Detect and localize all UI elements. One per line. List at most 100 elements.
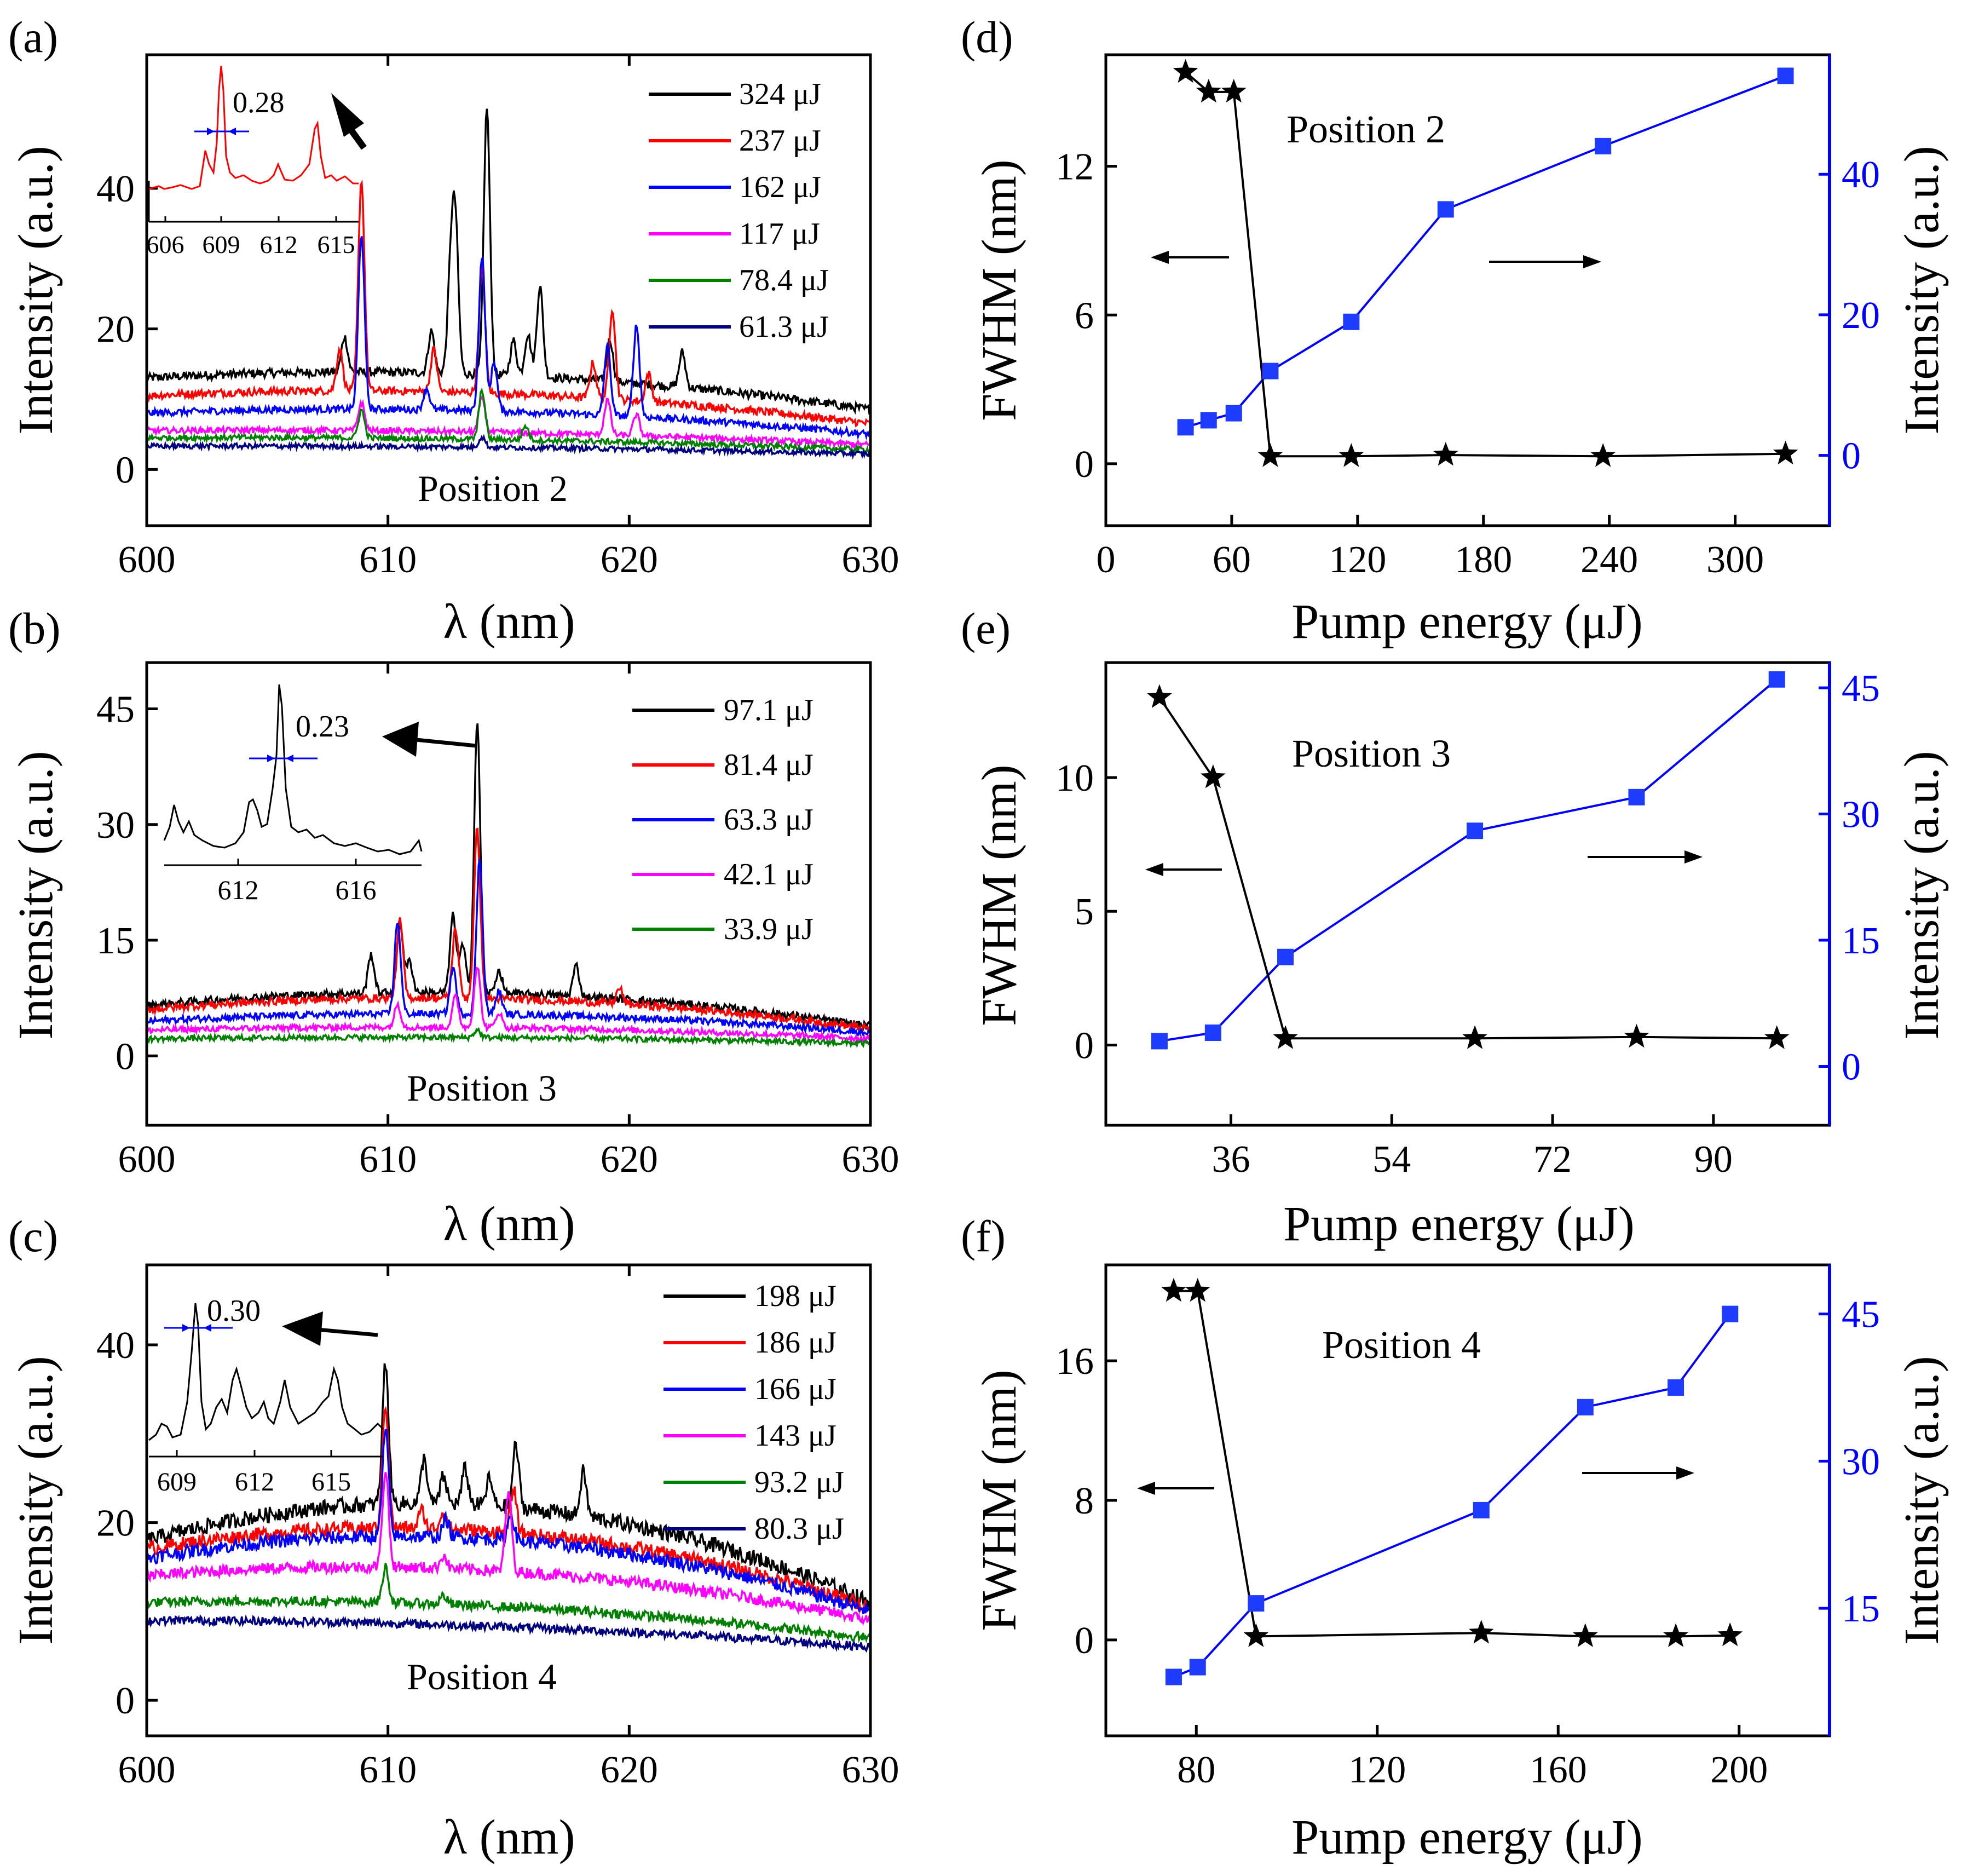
legend-b: 97.1 μJ 81.4 μJ 63.3 μJ 42.1 μJ 33.9 μJ	[632, 693, 814, 946]
inset-b-tick-label: 616	[336, 874, 377, 905]
panel-label-a: (a)	[8, 12, 58, 62]
spectrum-c-2	[146, 1429, 872, 1614]
panel-e: (e) 36 54 72 90 0 5 10 0 15 30 45 Position 3 Pump …	[961, 603, 1949, 1251]
fwhm-point-f	[1185, 1277, 1210, 1302]
panel-label-b: (b)	[8, 603, 61, 653]
x-tick-label-e: 54	[1372, 1138, 1411, 1181]
position-label-d: Position 2	[1287, 107, 1445, 151]
spectrum-c-0	[146, 1363, 872, 1610]
fwhm-point-e	[1462, 1025, 1487, 1049]
panel-e-axes: 36 54 72 90 0 5 10 0 15 30 45	[1055, 667, 1880, 1181]
fwhm-arrow-c-left	[182, 1324, 190, 1332]
y-tick-label-right-f: 30	[1842, 1441, 1880, 1483]
spectrum-b-4	[146, 1027, 872, 1049]
x-tick-label-d: 180	[1455, 539, 1512, 581]
inset-pointer-arrowhead-b	[382, 722, 419, 757]
inset-pointer-arrow-c	[317, 1327, 378, 1337]
x-tick-label-e: 36	[1212, 1138, 1250, 1181]
x-tick-label-e: 72	[1533, 1138, 1572, 1181]
x-tick-label-a: 630	[842, 539, 899, 581]
x-tick-label-c: 610	[359, 1749, 417, 1791]
position-label-c: Position 4	[407, 1656, 557, 1697]
spectrum-a-4	[146, 387, 872, 454]
x-axis-label-f: Pump energy (μJ)	[1291, 1810, 1643, 1865]
intensity-point-e	[1151, 1033, 1168, 1050]
legend-label-c-1: 186 μJ	[754, 1326, 836, 1360]
panel-a-series	[146, 108, 872, 460]
intensity-point-d	[1437, 201, 1454, 218]
legend-label-b-2: 63.3 μJ	[724, 803, 814, 837]
inset-b-spectrum	[163, 684, 423, 855]
legend-label-a-3: 117 μJ	[739, 217, 820, 251]
spectrum-c-1	[146, 1406, 871, 1614]
inset-c: 609 612 615 0.30	[148, 1294, 384, 1497]
inset-a-spectrum	[148, 65, 359, 190]
x-tick-label-c: 600	[118, 1749, 176, 1791]
inset-pointer-arrowhead-c	[282, 1311, 323, 1346]
fwhm-point-d	[1196, 78, 1221, 103]
x-tick-label-c: 620	[601, 1749, 658, 1791]
fwhm-arrow-c-right	[204, 1324, 211, 1332]
inset-a-tick-label: 606	[147, 231, 184, 258]
panel-c-axes: 600 610 620 630 0 20 40	[96, 1265, 899, 1791]
x-tick-label-d: 240	[1580, 539, 1638, 581]
axis-arrow-left-f	[1137, 1482, 1214, 1495]
y-axis-label-b: Intensity (a.u.)	[9, 751, 63, 1039]
axis-arrow-left-e	[1145, 863, 1222, 876]
inset-c-spectrum	[148, 1303, 384, 1441]
intensity-point-d	[1177, 419, 1194, 436]
y-tick-label-b: 15	[96, 920, 135, 962]
x-axis-label-a: λ (nm)	[443, 595, 575, 649]
y-tick-label-a: 0	[116, 449, 135, 491]
spectrum-c-5	[146, 1614, 872, 1653]
y-tick-label-right-e: 15	[1842, 920, 1880, 962]
y-tick-label-c: 0	[116, 1680, 135, 1722]
legend-label-c-2: 166 μJ	[754, 1372, 836, 1406]
fwhm-point-f	[1573, 1623, 1598, 1647]
panel-f: (f) 80 120 160 200 0 8 16 15 30 45 Position 4 Pum…	[961, 1211, 1949, 1865]
fwhm-point-e	[1201, 764, 1226, 789]
panel-label-c: (c)	[8, 1211, 58, 1261]
y-tick-label-left-f: 0	[1075, 1620, 1094, 1662]
intensity-point-e	[1467, 822, 1484, 839]
fwhm-arrow-b-left	[267, 755, 275, 762]
spectrum-b-3	[146, 966, 872, 1044]
fwhm-point-e	[1273, 1025, 1298, 1049]
panel-b: (b) 600 610 620 630 0 15 30 45 Position 3 λ (nm…	[8, 603, 899, 1251]
y-tick-label-right-d: 20	[1842, 295, 1880, 337]
fwhm-point-f	[1161, 1277, 1186, 1302]
y-axis-label-a: Intensity (a.u.)	[9, 146, 63, 434]
fwhm-arrow-a-right	[228, 128, 236, 135]
fwhm-point-e	[1624, 1023, 1649, 1048]
plot-frame-a	[145, 53, 872, 527]
panel-e-marks	[1147, 671, 1790, 1050]
y-tick-label-left-f: 8	[1075, 1480, 1094, 1522]
fwhm-point-f	[1243, 1623, 1269, 1647]
legend-label-b-1: 81.4 μJ	[724, 748, 814, 782]
y-axis-label-c: Intensity (a.u.)	[9, 1356, 63, 1644]
position-label-b: Position 3	[407, 1067, 557, 1109]
x-tick-label-d: 0	[1097, 539, 1116, 581]
x-tick-label-b: 610	[359, 1138, 417, 1181]
fwhm-point-d	[1173, 59, 1198, 83]
panel-c-series	[146, 1363, 872, 1653]
y-tick-label-left-d: 12	[1055, 146, 1094, 188]
inset-pointer-arrowhead-a	[331, 93, 364, 137]
y-axis-label-left-d: FWHM (nm)	[972, 159, 1026, 421]
x-tick-label-f: 200	[1710, 1749, 1768, 1791]
legend-label-a-5: 61.3 μJ	[739, 310, 829, 344]
spectrum-a-3	[146, 395, 871, 451]
inset-pointer-arrow-b	[410, 737, 477, 748]
x-tick-label-a: 600	[118, 539, 176, 581]
intensity-point-d	[1777, 67, 1794, 84]
x-tick-label-a: 610	[359, 539, 417, 581]
axis-arrow-right-f	[1582, 1466, 1694, 1480]
intensity-point-f	[1722, 1305, 1739, 1322]
legend-label-c-5: 80.3 μJ	[754, 1512, 844, 1546]
intensity-point-e	[1628, 789, 1645, 805]
x-tick-label-f: 160	[1530, 1749, 1587, 1791]
spectrum-b-0	[146, 723, 872, 1032]
